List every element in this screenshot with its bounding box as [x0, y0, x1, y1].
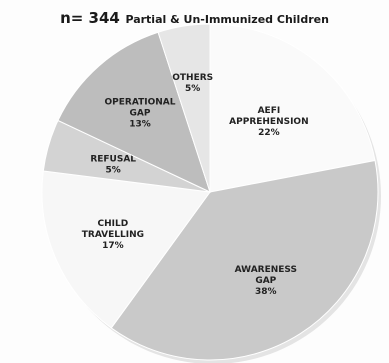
slice-label-others: OTHERS 5%	[172, 73, 213, 94]
pie-slice-operational-gap	[57, 31, 211, 193]
chart-title-n: n= 344	[60, 9, 120, 27]
slice-label-child-travelling: CHILD TRAVELLING 17%	[82, 219, 144, 251]
slice-label-aefi-apprehension: AEFI APPREHENSION 22%	[229, 106, 308, 138]
pie-slice-awareness-gap	[110, 159, 379, 361]
slice-label-awareness-gap: AWARENESS GAP 38%	[235, 265, 297, 297]
chart-title: n= 344 Partial & Un-Immunized Children	[0, 8, 389, 27]
slice-label-operational-gap: OPERATIONAL GAP 13%	[105, 98, 176, 130]
pie-slice-others	[157, 23, 211, 193]
pie-slice-aefi-apprehension	[209, 23, 376, 193]
chart-title-text: Partial & Un-Immunized Children	[125, 13, 329, 26]
slice-label-refusal: REFUSAL 5%	[90, 154, 136, 175]
pie-slice-child-travelling	[41, 170, 211, 329]
